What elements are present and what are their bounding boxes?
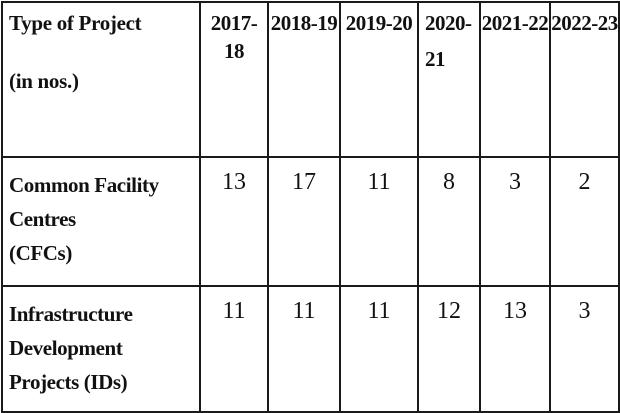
table-cell: 11 bbox=[267, 285, 341, 413]
table-cell: 11 bbox=[339, 156, 419, 287]
header-year-2022-23: 2022-23 bbox=[551, 11, 618, 35]
table-cell: 11 bbox=[199, 285, 269, 413]
table-row: Common Facility Centres (CFCs) 13 17 11 … bbox=[1, 156, 620, 287]
cell-value: 8 bbox=[443, 169, 455, 195]
cell-value: 12 bbox=[437, 298, 461, 324]
header-year-cell: 2019-20 bbox=[339, 1, 419, 158]
cell-value: 17 bbox=[292, 169, 316, 195]
header-year-2018-19: 2018-19 bbox=[270, 11, 338, 35]
cell-value: 11 bbox=[292, 298, 316, 324]
table-cell: 8 bbox=[417, 156, 481, 287]
row-label-cfc-line2: (CFCs) bbox=[9, 241, 72, 265]
row-label-id-line2: Development Projects (IDs) bbox=[9, 336, 128, 394]
table-cell: 2 bbox=[549, 156, 620, 287]
table-cell: 13 bbox=[199, 156, 269, 287]
table-cell: 17 bbox=[267, 156, 341, 287]
cell-value: 2 bbox=[578, 169, 591, 195]
header-year-cell: 2020- 21 bbox=[417, 1, 481, 158]
cell-value: 11 bbox=[367, 169, 391, 195]
header-year-2020-21-line2: 21 bbox=[425, 47, 446, 71]
header-year-cell: 2021-22 bbox=[479, 1, 551, 158]
header-year-cell: 2018-19 bbox=[267, 1, 341, 158]
header-year-cell: 2017-18 bbox=[199, 1, 269, 158]
table-cell: 11 bbox=[339, 285, 419, 413]
table-header-row: Type of Project (in nos.) 2017-18 2018-1… bbox=[1, 1, 620, 158]
header-year-2020-21-line1: 2020- bbox=[425, 11, 472, 35]
row-label-cell: Common Facility Centres (CFCs) bbox=[1, 156, 201, 287]
header-unit-label: (in nos.) bbox=[9, 69, 79, 93]
cell-value: 3 bbox=[509, 169, 521, 195]
table-row: Infrastructure Development Projects (IDs… bbox=[1, 285, 620, 413]
header-year-2017-18: 2017-18 bbox=[210, 11, 258, 63]
table-cell: 13 bbox=[479, 285, 551, 413]
row-label-cell: Infrastructure Development Projects (IDs… bbox=[1, 285, 201, 413]
cell-value: 3 bbox=[578, 298, 591, 324]
header-year-2019-20: 2019-20 bbox=[345, 11, 413, 35]
header-type-label: Type of Project bbox=[9, 11, 142, 35]
header-year-cell: 2022-23 bbox=[549, 1, 620, 158]
header-type-cell: Type of Project (in nos.) bbox=[1, 1, 201, 158]
cell-value: 11 bbox=[367, 298, 391, 324]
cell-value: 11 bbox=[222, 298, 246, 324]
cell-value: 13 bbox=[222, 169, 246, 195]
row-label-cfc-line1: Common Facility Centres bbox=[9, 173, 159, 231]
header-year-2021-22: 2021-22 bbox=[481, 11, 549, 35]
table-cell: 3 bbox=[479, 156, 551, 287]
table-cell: 3 bbox=[549, 285, 620, 413]
table-cell: 12 bbox=[417, 285, 481, 413]
cell-value: 13 bbox=[503, 298, 527, 324]
row-label-id-line1: Infrastructure bbox=[9, 302, 133, 326]
